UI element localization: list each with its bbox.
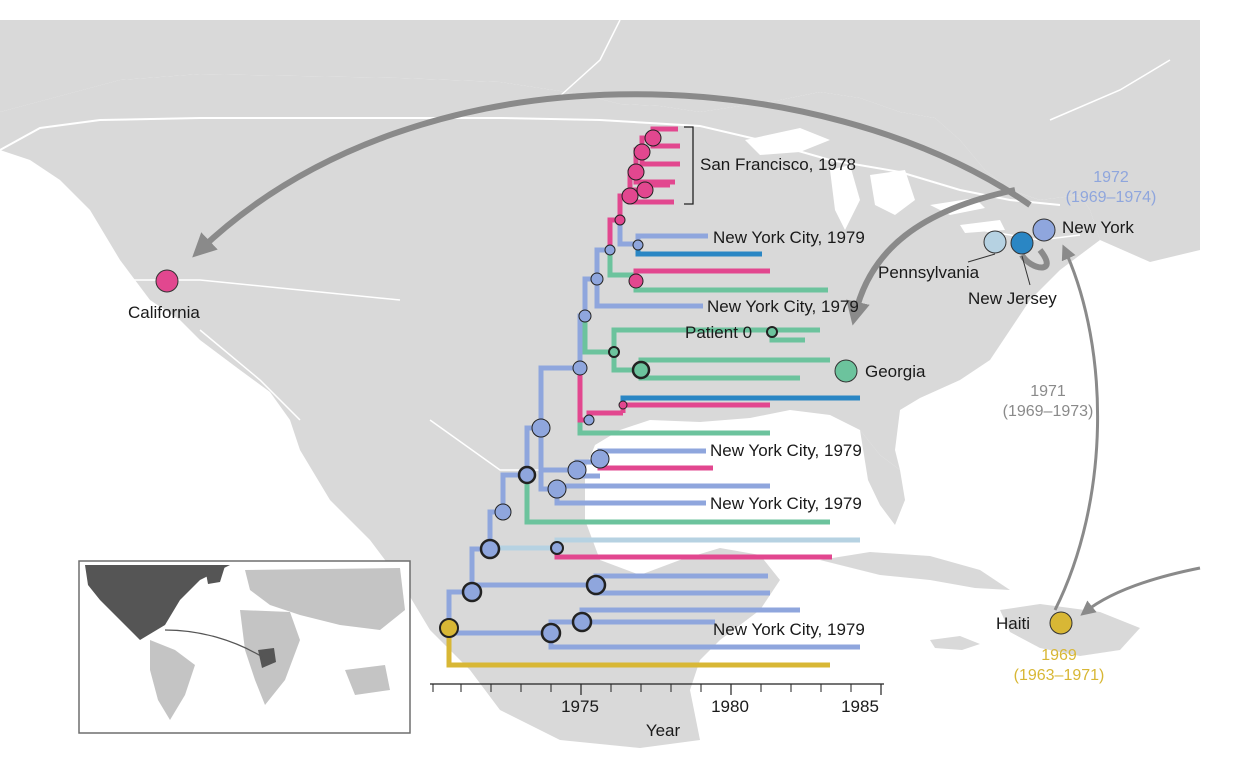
new-jersey-node xyxy=(1010,231,1034,255)
haiti-year: 1969 xyxy=(1041,647,1077,664)
label-nyc-2: New York City, 1979 xyxy=(707,297,859,316)
new-york-range: (1969–1974) xyxy=(1066,189,1157,206)
california-node xyxy=(155,269,179,293)
haiti-node xyxy=(1049,611,1073,635)
new-york-node xyxy=(1032,218,1056,242)
arrow-ny-to-california xyxy=(192,91,1032,258)
arrow-ny-loop xyxy=(1019,248,1050,271)
label-san-francisco: San Francisco, 1978 xyxy=(700,155,856,174)
new-york-label: New York xyxy=(1062,218,1134,237)
pennsylvania-node xyxy=(983,230,1007,254)
axis-label-year: Year xyxy=(646,721,681,740)
new-jersey-label: New Jersey xyxy=(968,289,1057,308)
haiti-label: Haiti xyxy=(996,614,1030,633)
transfer-range: (1969–1973) xyxy=(1003,403,1094,420)
haiti-range: (1963–1971) xyxy=(1014,667,1105,684)
label-nyc-5: New York City, 1979 xyxy=(713,620,865,639)
sf-bracket xyxy=(684,126,694,205)
tick-1985: 1985 xyxy=(841,697,879,716)
california-label: California xyxy=(128,303,200,322)
tree-nodes xyxy=(439,129,778,644)
migration-arrows xyxy=(192,91,1201,616)
arrow-haiti-to-ny xyxy=(1053,244,1100,611)
world-map-inset xyxy=(78,560,411,734)
pennsylvania-label: Pennsylvania xyxy=(878,263,980,282)
label-nyc-1: New York City, 1979 xyxy=(713,228,865,247)
tick-1980: 1980 xyxy=(711,697,749,716)
arrow-ny-to-georgia xyxy=(846,187,1016,326)
arrow-africa-to-haiti xyxy=(1080,566,1201,616)
transfer-year: 1971 xyxy=(1030,383,1066,400)
georgia-label: Georgia xyxy=(865,362,926,381)
pennsylvania-leader xyxy=(967,253,996,263)
label-nyc-3: New York City, 1979 xyxy=(710,441,862,460)
new-jersey-leader xyxy=(1021,255,1031,286)
georgia-node xyxy=(834,359,858,383)
branch-root xyxy=(446,628,830,668)
label-nyc-4: New York City, 1979 xyxy=(710,494,862,513)
new-york-year: 1972 xyxy=(1093,169,1129,186)
tick-1975: 1975 xyxy=(561,697,599,716)
label-patient-0: Patient 0 xyxy=(685,323,752,342)
year-axis xyxy=(430,683,884,695)
